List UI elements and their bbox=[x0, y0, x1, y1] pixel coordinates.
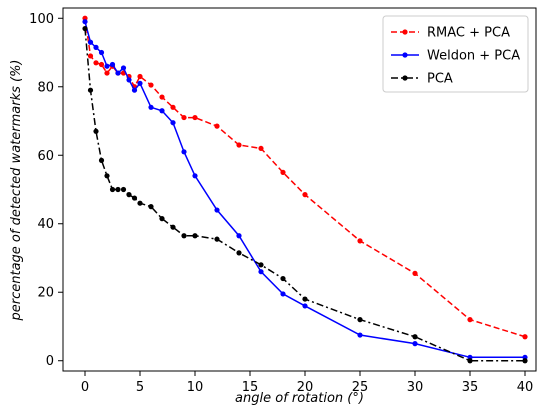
data-point bbox=[148, 82, 154, 88]
data-point bbox=[126, 192, 132, 198]
data-point bbox=[126, 77, 132, 83]
data-point bbox=[302, 192, 308, 198]
x-tick-label: 10 bbox=[187, 380, 204, 395]
data-point bbox=[131, 195, 138, 201]
x-axis-title: angle of rotation (°) bbox=[235, 391, 364, 406]
x-tick-label: 20 bbox=[297, 380, 314, 395]
data-point bbox=[170, 104, 176, 110]
data-point bbox=[214, 207, 220, 213]
y-axis: 0 20 40 60 80 100 bbox=[29, 12, 63, 369]
data-point bbox=[192, 114, 198, 121]
data-point bbox=[109, 186, 116, 193]
data-point bbox=[181, 149, 187, 155]
legend-marker bbox=[402, 75, 408, 81]
data-point bbox=[87, 87, 94, 93]
legend: RMAC + PCA Weldon + PCA PCA bbox=[382, 15, 529, 93]
data-point bbox=[181, 233, 187, 239]
data-point bbox=[412, 341, 418, 347]
legend-marker bbox=[402, 52, 408, 58]
data-point bbox=[148, 204, 154, 210]
y-tick-label: 20 bbox=[37, 286, 54, 301]
data-point bbox=[280, 291, 286, 297]
data-point bbox=[302, 296, 308, 302]
data-point bbox=[214, 123, 220, 129]
data-point bbox=[98, 61, 105, 68]
y-tick-label: 60 bbox=[37, 149, 54, 164]
data-point bbox=[93, 44, 99, 50]
x-tick-label: 25 bbox=[352, 380, 369, 395]
data-point bbox=[467, 317, 473, 323]
data-point bbox=[148, 104, 154, 110]
data-point bbox=[181, 114, 187, 121]
data-point bbox=[357, 238, 363, 244]
data-point bbox=[93, 60, 99, 66]
data-point bbox=[120, 186, 127, 193]
data-point bbox=[82, 25, 88, 32]
data-point bbox=[120, 65, 127, 71]
data-point bbox=[192, 173, 198, 179]
data-point bbox=[170, 224, 176, 230]
y-axis-title: percentage of detected watermarks (%) bbox=[9, 59, 24, 321]
data-point bbox=[280, 169, 286, 175]
data-point bbox=[82, 19, 88, 25]
data-point bbox=[467, 358, 473, 364]
data-point bbox=[236, 233, 242, 239]
data-point bbox=[302, 303, 308, 309]
data-point bbox=[104, 70, 110, 76]
data-point bbox=[131, 87, 138, 93]
data-point bbox=[159, 216, 165, 222]
data-point bbox=[522, 358, 528, 364]
data-point bbox=[104, 63, 110, 69]
data-point bbox=[412, 334, 418, 340]
legend-label: Weldon + PCA bbox=[427, 49, 520, 64]
data-point bbox=[115, 186, 121, 193]
data-point bbox=[115, 70, 121, 76]
series-2 bbox=[82, 25, 528, 364]
data-point bbox=[159, 94, 165, 100]
y-tick-label: 100 bbox=[29, 12, 54, 27]
x-axis: 0 5 10 15 20 25 30 35 40 bbox=[81, 371, 533, 395]
data-point bbox=[109, 61, 116, 68]
legend-label: RMAC + PCA bbox=[427, 26, 510, 41]
x-tick-label: 5 bbox=[136, 380, 144, 395]
data-point bbox=[137, 73, 143, 80]
plot-frame bbox=[62, 7, 537, 372]
x-tick-label: 0 bbox=[81, 380, 89, 395]
legend-box bbox=[382, 15, 529, 93]
series-1 bbox=[82, 19, 528, 360]
x-tick-label: 15 bbox=[242, 380, 259, 395]
data-point bbox=[93, 128, 99, 134]
x-tick-label: 35 bbox=[462, 380, 479, 395]
data-point bbox=[236, 142, 242, 148]
y-tick-label: 80 bbox=[37, 80, 54, 95]
data-point bbox=[258, 262, 264, 268]
data-point bbox=[192, 233, 198, 239]
y-tick-label: 40 bbox=[37, 217, 54, 232]
data-point bbox=[236, 250, 242, 256]
data-point bbox=[214, 236, 220, 242]
data-point bbox=[137, 200, 143, 206]
legend-label: PCA bbox=[427, 72, 453, 87]
data-point bbox=[87, 39, 94, 45]
data-point bbox=[104, 173, 110, 179]
series-layer bbox=[82, 15, 528, 364]
data-point bbox=[170, 120, 176, 126]
data-point bbox=[412, 270, 418, 277]
data-point bbox=[159, 108, 165, 114]
data-point bbox=[87, 53, 94, 59]
x-tick-label: 40 bbox=[517, 380, 534, 395]
data-point bbox=[137, 80, 143, 86]
data-point bbox=[258, 145, 264, 152]
data-point bbox=[258, 269, 264, 275]
legend-marker bbox=[402, 29, 408, 35]
y-tick-label: 0 bbox=[46, 354, 54, 369]
data-point bbox=[357, 317, 363, 323]
data-point bbox=[522, 334, 528, 340]
data-point bbox=[357, 332, 363, 338]
data-point bbox=[98, 157, 105, 163]
data-point bbox=[98, 49, 105, 56]
data-point bbox=[280, 275, 286, 282]
x-tick-label: 30 bbox=[407, 380, 424, 395]
